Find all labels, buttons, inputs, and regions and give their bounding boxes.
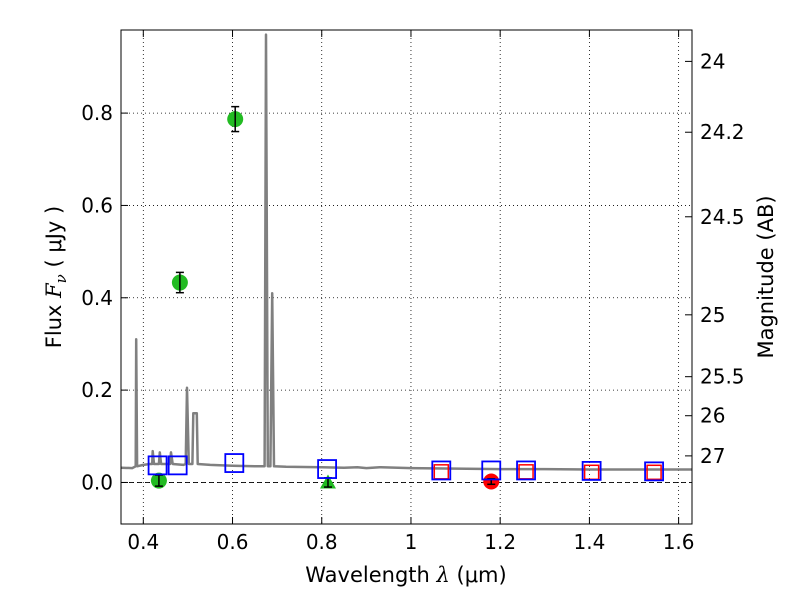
y2-tick-label: 26 — [700, 404, 725, 428]
model-point-square — [518, 464, 534, 480]
x-tick-label: 0.6 — [217, 530, 249, 554]
axis-ticks — [121, 30, 692, 524]
synthetic-point-square — [581, 461, 602, 481]
x-axis-label-symbol: λ — [436, 563, 450, 587]
grid-lines — [121, 30, 692, 524]
x-tick-label: 1 — [405, 530, 418, 554]
y2-tick-label: 25.5 — [700, 365, 745, 389]
x-tick-label: 1.4 — [573, 530, 605, 554]
synthetic-point-square — [516, 460, 536, 481]
x-axis-label-prefix: Wavelength — [305, 563, 436, 587]
y2-tick-label: 27 — [700, 444, 725, 468]
x-tick-label: 0.4 — [127, 530, 159, 554]
y-tick-label: 0.2 — [81, 378, 113, 402]
model-point-square — [433, 464, 450, 480]
synthetic-point-square — [431, 460, 452, 481]
x-tick-label: 0.8 — [306, 530, 338, 554]
y2-tick-label: 24 — [700, 49, 725, 73]
y-tick-label: 0.0 — [81, 470, 113, 494]
x-tick-label: 1.6 — [663, 530, 695, 554]
x-axis-label: Wavelength λ (μm) — [305, 563, 506, 587]
x-axis-label-unit: (μm) — [450, 563, 507, 587]
synthetic-point-square — [167, 455, 188, 476]
y2-tick-label: 25 — [700, 303, 725, 327]
synthetic-point-square — [644, 461, 664, 482]
synthetic-point-square — [317, 459, 337, 479]
y-axis-label-prefix: Flux — [42, 298, 66, 348]
model-point-square — [583, 464, 600, 481]
x-tick-label: 1.2 — [484, 530, 516, 554]
plot-frame — [120, 29, 693, 525]
y2-tick-label: 24.5 — [700, 205, 745, 229]
model-spectrum-line — [120, 33, 692, 471]
y-tick-label: 0.8 — [81, 101, 113, 125]
y-tick-label: 0.4 — [81, 286, 113, 310]
tick-labels: 0.4 0.6 0.8 1 1.2 1.4 1.6 0.0 0.2 0.4 0.6 0.8 24 24.2… — [81, 49, 744, 554]
y2-axis-label: Magnitude (AB) — [754, 195, 778, 358]
y-tick-label: 0.6 — [81, 193, 113, 217]
model-point-square — [646, 464, 662, 481]
y-axis-label-subscript: ν — [52, 274, 70, 283]
synthetic-point-square — [224, 453, 245, 473]
y-axis-label-unit: ( μJy ) — [42, 206, 66, 274]
y-axis-label: Flux Fν ( μJy ) — [42, 206, 70, 348]
synthetic-point-square — [481, 460, 502, 481]
synthetic-point-square — [147, 455, 168, 476]
series-layer — [120, 33, 692, 490]
y2-tick-label: 24.2 — [700, 120, 745, 144]
y-axis-label-symbol: F — [42, 282, 66, 299]
